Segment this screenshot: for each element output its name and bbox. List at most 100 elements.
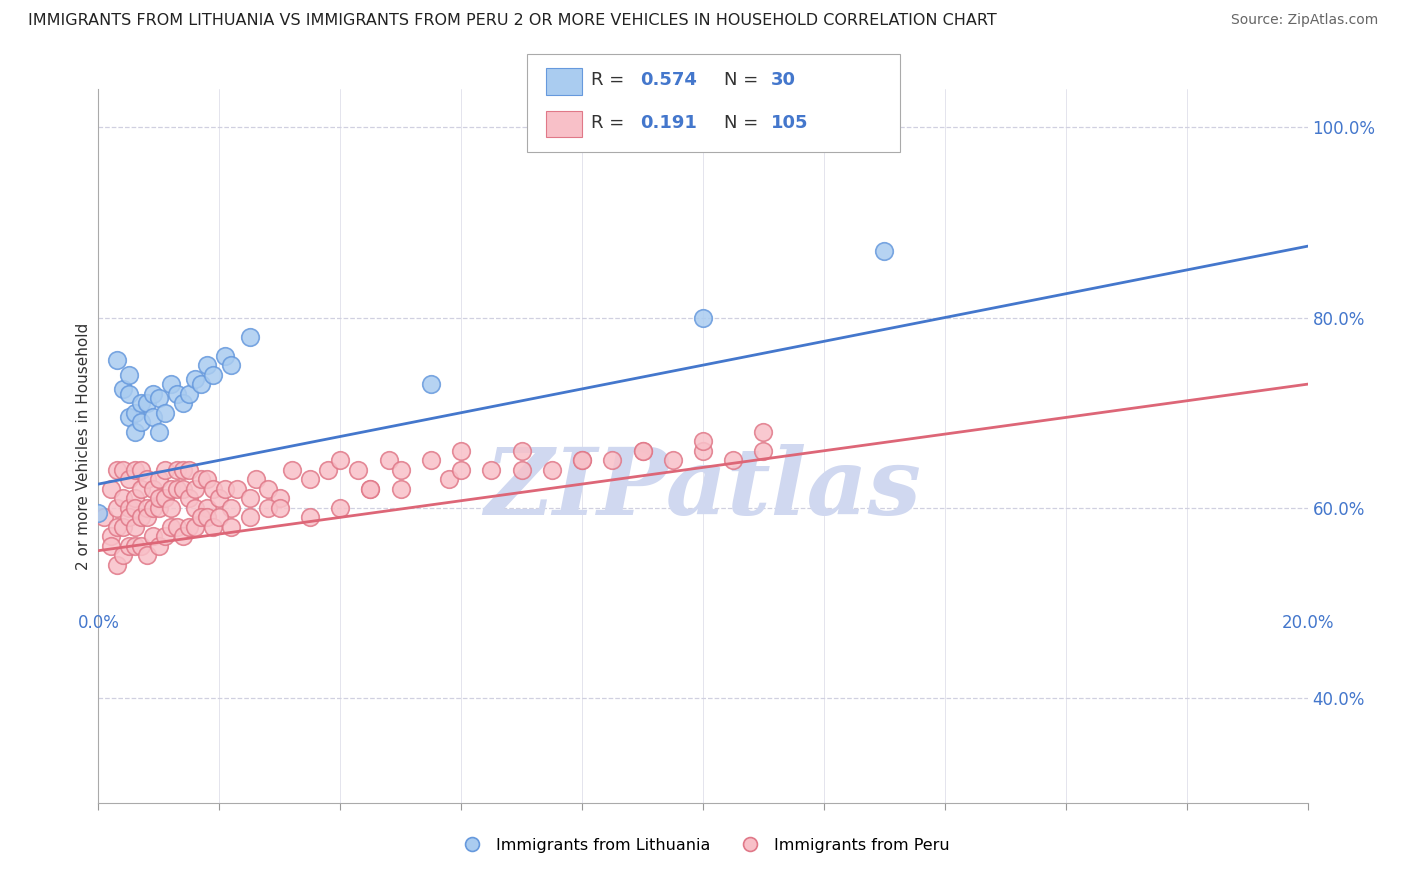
Point (723, 453, 745, 467)
Point (184, 372, 207, 386)
Point (602, 453, 624, 467)
Point (142, 386, 165, 401)
Point (111, 491, 134, 506)
Point (142, 410, 165, 425)
Point (450, 463, 472, 477)
Point (316, 463, 339, 477)
Point (360, 482, 382, 496)
Point (166, 520, 188, 534)
Point (118, 500, 141, 515)
Point (172, 529, 194, 543)
Point (752, 425, 775, 439)
Point (269, 491, 291, 506)
Point (214, 482, 236, 496)
Point (571, 453, 593, 467)
Point (179, 463, 201, 477)
Point (195, 510, 218, 524)
Point (160, 377, 183, 392)
Point (190, 472, 212, 486)
Point (184, 500, 207, 515)
Point (166, 482, 188, 496)
Point (100, 539, 122, 553)
Point (299, 472, 322, 486)
Point (124, 500, 146, 515)
Point (166, 386, 188, 401)
Text: IMMIGRANTS FROM LITHUANIA VS IMMIGRANTS FROM PERU 2 OR MORE VEHICLES IN HOUSEHOL: IMMIGRANTS FROM LITHUANIA VS IMMIGRANTS … (28, 13, 997, 29)
Point (202, 368, 225, 382)
Point (105, 463, 128, 477)
Point (111, 463, 134, 477)
Point (214, 349, 236, 363)
Point (172, 396, 194, 410)
Point (692, 443, 714, 458)
Point (510, 463, 533, 477)
Point (179, 491, 201, 506)
Point (105, 520, 128, 534)
Point (202, 482, 225, 496)
Text: 0.191: 0.191 (640, 114, 696, 132)
Text: N =: N = (724, 114, 763, 132)
Point (184, 520, 207, 534)
Point (111, 520, 134, 534)
Text: R =: R = (591, 71, 630, 89)
Point (329, 500, 352, 515)
Point (389, 482, 412, 496)
Point (245, 472, 267, 486)
Point (692, 310, 714, 325)
Point (153, 529, 176, 543)
Point (208, 510, 231, 524)
Point (208, 491, 231, 506)
Point (437, 472, 460, 486)
Point (111, 549, 134, 563)
Point (124, 425, 146, 439)
Point (100, 529, 122, 543)
Point (692, 434, 714, 449)
Point (160, 500, 183, 515)
Point (118, 368, 141, 382)
Point (111, 382, 134, 396)
Point (105, 353, 128, 368)
Point (239, 510, 262, 524)
Point (135, 510, 157, 524)
Point (118, 386, 141, 401)
Point (347, 463, 370, 477)
Point (160, 482, 183, 496)
Point (148, 500, 170, 515)
Point (124, 520, 146, 534)
Point (450, 443, 472, 458)
Point (221, 520, 243, 534)
Text: Source: ZipAtlas.com: Source: ZipAtlas.com (1230, 13, 1378, 28)
Point (105, 500, 128, 515)
Point (166, 463, 188, 477)
Point (195, 358, 218, 372)
Point (129, 482, 152, 496)
Point (360, 482, 382, 496)
Text: ZIPatlas: ZIPatlas (485, 444, 921, 533)
Text: 105: 105 (770, 114, 808, 132)
Point (752, 443, 775, 458)
Text: 20.0%: 20.0% (1281, 614, 1334, 632)
Text: N =: N = (724, 71, 763, 89)
Point (124, 406, 146, 420)
Point (239, 491, 262, 506)
Point (118, 539, 141, 553)
Point (142, 482, 165, 496)
Point (179, 386, 201, 401)
Point (129, 539, 152, 553)
Point (124, 491, 146, 506)
Point (540, 463, 562, 477)
Point (256, 500, 278, 515)
Point (420, 453, 443, 467)
Point (873, 244, 896, 258)
Point (256, 482, 278, 496)
Point (571, 453, 593, 467)
Point (160, 520, 183, 534)
Point (124, 539, 146, 553)
Point (281, 463, 304, 477)
Point (190, 377, 212, 392)
Point (190, 510, 212, 524)
Point (153, 406, 176, 420)
Point (179, 520, 201, 534)
Text: 30: 30 (770, 71, 796, 89)
Point (118, 472, 141, 486)
